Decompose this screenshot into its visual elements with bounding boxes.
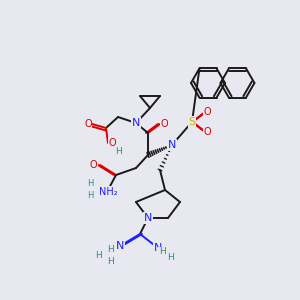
Text: N: N: [144, 213, 152, 223]
Text: N: N: [116, 241, 124, 251]
Text: H: H: [94, 251, 101, 260]
Text: H: H: [159, 248, 165, 256]
Text: H: H: [87, 178, 93, 188]
Text: H: H: [115, 146, 122, 155]
Text: S: S: [188, 117, 196, 127]
Text: N: N: [132, 118, 140, 128]
Text: N: N: [154, 243, 162, 253]
Text: H: H: [87, 190, 93, 200]
Text: O: O: [84, 119, 92, 129]
Text: H: H: [106, 257, 113, 266]
Text: N: N: [168, 140, 176, 150]
Text: NH₂: NH₂: [99, 187, 117, 197]
Text: O: O: [203, 107, 211, 117]
Text: O: O: [160, 119, 168, 129]
Text: H: H: [167, 254, 173, 262]
Text: H: H: [107, 245, 114, 254]
Text: O: O: [108, 138, 116, 148]
Text: O: O: [89, 160, 97, 170]
Text: O: O: [203, 127, 211, 137]
